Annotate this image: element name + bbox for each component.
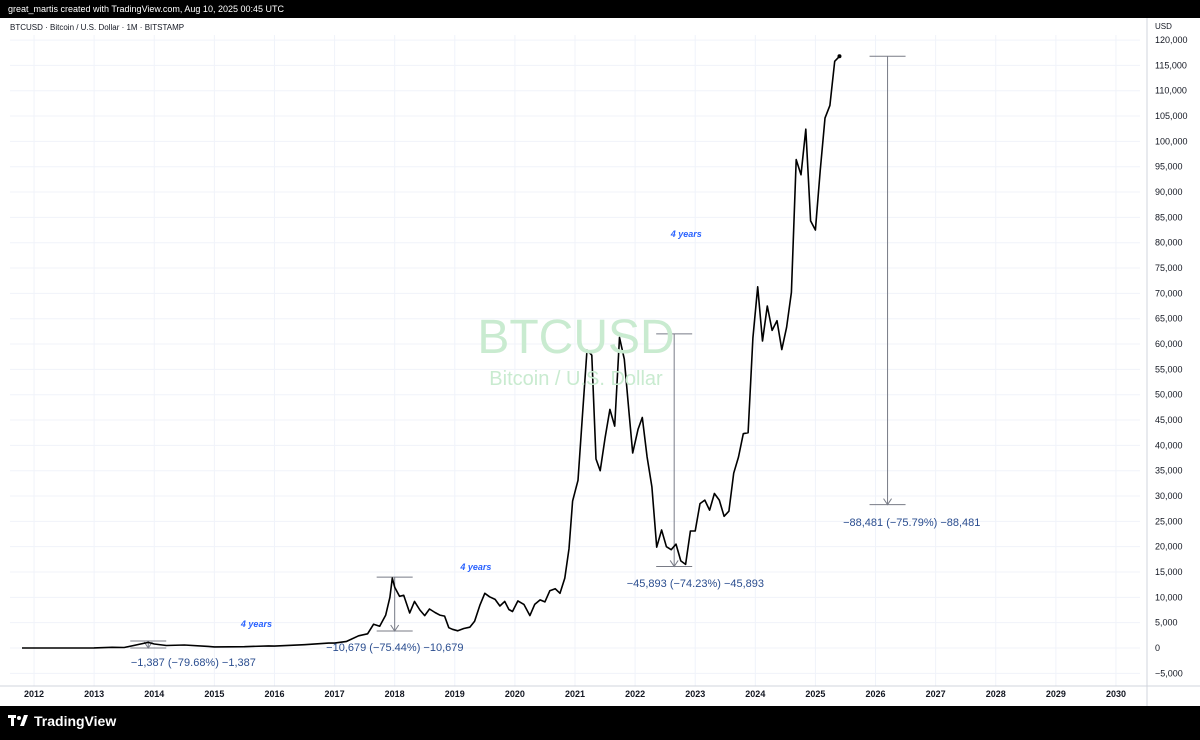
- drawdown-arrowhead: [143, 641, 153, 649]
- x-tick-label: 2026: [866, 689, 886, 699]
- x-tick-label: 2013: [84, 689, 104, 699]
- y-tick-label: 5,000: [1155, 618, 1178, 628]
- x-tick-label: 2012: [24, 689, 44, 699]
- price-chart[interactable]: −5,000 0 5,000 10,000 15,000 20,000 25,000 30,0…: [0, 18, 1200, 706]
- cycle-years-label: 4 years: [240, 619, 272, 630]
- y-tick-label: 110,000: [1155, 86, 1187, 96]
- x-tick-label: 2027: [926, 689, 946, 699]
- y-tick-label: 15,000: [1155, 567, 1183, 577]
- x-tick-label: 2025: [805, 689, 825, 699]
- drawdown-arrowhead: [883, 498, 892, 506]
- tick-labels: −5,000 0 5,000 10,000 15,000 20,000 25,000 30,0…: [24, 22, 1188, 699]
- last-price-dot: [837, 54, 842, 59]
- y-tick-label: 0: [1155, 643, 1160, 653]
- y-axis-unit: USD: [1155, 22, 1172, 31]
- x-tick-label: 2023: [685, 689, 705, 699]
- x-tick-label: 2018: [385, 689, 405, 699]
- y-tick-label: 50,000: [1155, 390, 1183, 400]
- y-tick-label: 30,000: [1155, 491, 1183, 501]
- x-tick-label: 2019: [445, 689, 465, 699]
- y-tick-label: 10,000: [1155, 592, 1183, 602]
- y-tick-label: 75,000: [1155, 263, 1183, 273]
- y-tick-label: −5,000: [1155, 668, 1183, 678]
- tradingview-logo[interactable]: TradingView: [8, 713, 116, 729]
- x-tick-label: 2029: [1046, 689, 1066, 699]
- symbol-title[interactable]: BTCUSD · Bitcoin / U.S. Dollar · 1M · BI…: [10, 23, 185, 32]
- axes: [0, 18, 1200, 706]
- drawdown-arrowhead: [669, 560, 679, 568]
- drawdown-annotation: −45,893 (−74.23%) −45,893: [626, 577, 765, 590]
- x-tick-label: 2016: [264, 689, 284, 699]
- y-tick-label: 115,000: [1155, 60, 1187, 70]
- footer-bar: TradingView: [0, 706, 1200, 740]
- y-tick-label: 25,000: [1155, 516, 1183, 526]
- price-series-line: [22, 55, 841, 649]
- y-tick-label: 35,000: [1155, 466, 1183, 476]
- y-tick-label: 20,000: [1155, 542, 1183, 552]
- x-tick-label: 2021: [565, 689, 585, 699]
- watermark-ticker: BTCUSD: [477, 311, 675, 364]
- credit-text: great_martis created with TradingView.co…: [8, 4, 284, 14]
- tradingview-logo-icon: [8, 715, 28, 726]
- y-tick-label: 120,000: [1155, 35, 1188, 45]
- x-tick-label: 2014: [144, 689, 164, 699]
- drawdown-annotation: −88,481 (−75.79%) −88,481: [843, 516, 981, 529]
- tradingview-brand-text: TradingView: [34, 713, 117, 729]
- y-tick-label: 60,000: [1155, 339, 1183, 349]
- cycle-years-label: 4 years: [460, 561, 492, 572]
- y-tick-label: 70,000: [1155, 288, 1183, 298]
- x-tick-label: 2022: [625, 689, 645, 699]
- y-tick-label: 90,000: [1155, 187, 1183, 197]
- chart-panel[interactable]: −5,000 0 5,000 10,000 15,000 20,000 25,000 30,0…: [0, 18, 1200, 706]
- x-tick-label: 2020: [505, 689, 525, 699]
- y-tick-label: 65,000: [1155, 314, 1183, 324]
- y-tick-label: 40,000: [1155, 440, 1183, 450]
- credit-bar: great_martis created with TradingView.co…: [0, 0, 1200, 18]
- x-tick-label: 2028: [986, 689, 1006, 699]
- watermark-name: Bitcoin / U.S. Dollar: [489, 368, 663, 390]
- drawdown-annotation: −1,387 (−79.68%) −1,387: [130, 656, 256, 669]
- drawdown-measures: [130, 55, 906, 649]
- x-tick-label: 2015: [204, 689, 224, 699]
- x-tick-label: 2024: [745, 689, 765, 699]
- drawdown-arrowhead: [390, 624, 400, 632]
- y-tick-label: 95,000: [1155, 162, 1183, 172]
- y-tick-label: 100,000: [1155, 136, 1188, 146]
- y-tick-label: 45,000: [1155, 415, 1183, 425]
- grid: [10, 35, 1140, 686]
- y-tick-label: 105,000: [1155, 111, 1188, 121]
- y-tick-label: 55,000: [1155, 364, 1183, 374]
- y-tick-label: 85,000: [1155, 212, 1183, 222]
- cycle-years-label: 4 years: [670, 229, 702, 240]
- drawdown-annotation: −10,679 (−75.44%) −10,679: [326, 641, 464, 654]
- x-tick-label: 2030: [1106, 689, 1126, 699]
- x-tick-label: 2017: [325, 689, 345, 699]
- y-tick-label: 80,000: [1155, 238, 1183, 248]
